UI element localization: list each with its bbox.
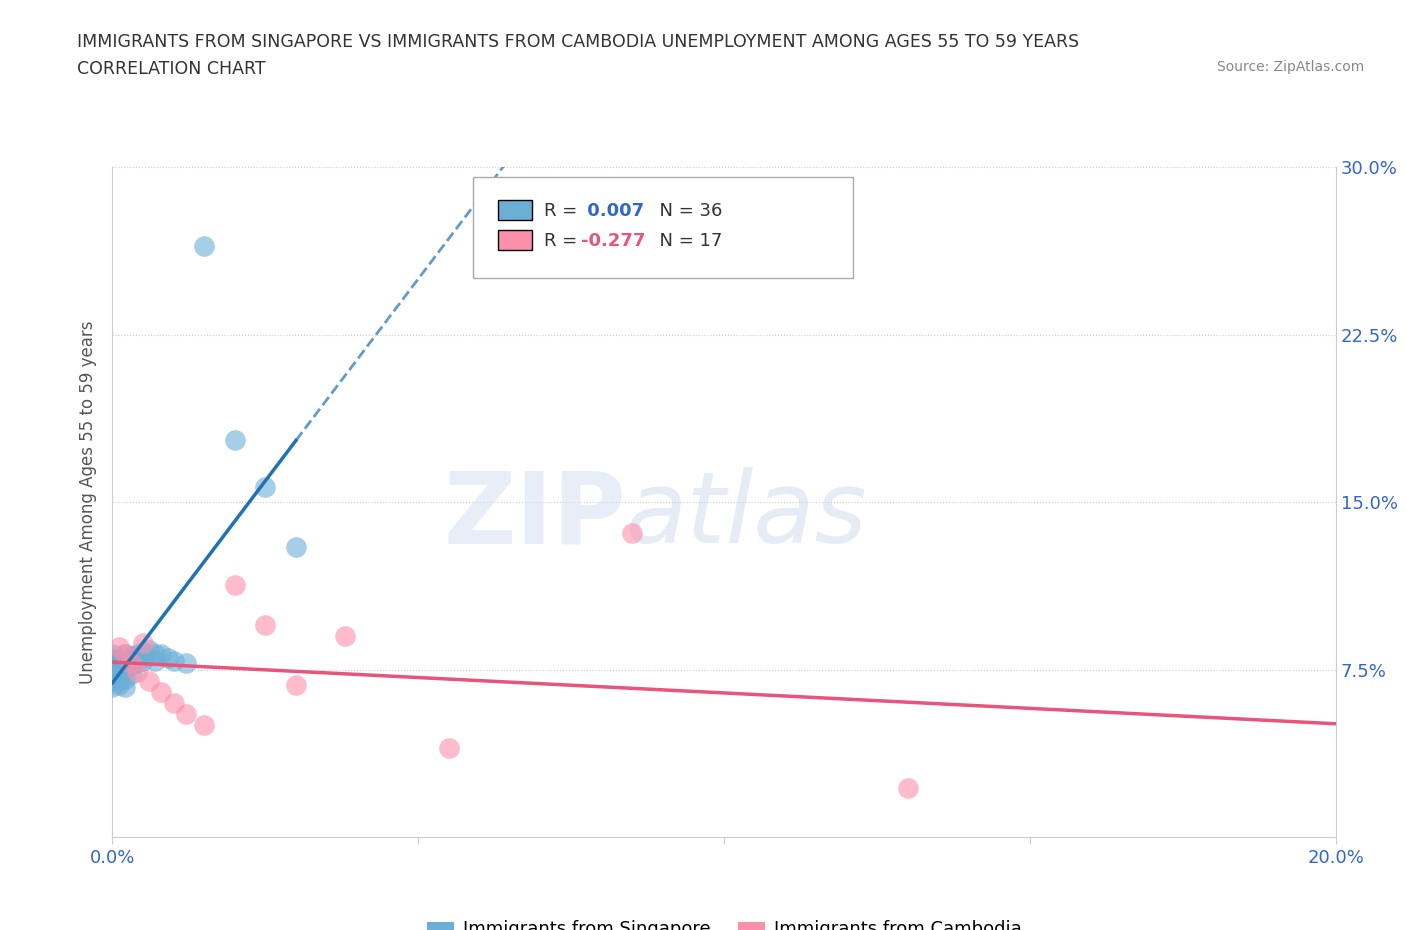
Point	[174, 656, 197, 671]
Text: 0.007: 0.007	[581, 202, 644, 219]
Point	[143, 646, 166, 661]
Point	[138, 642, 160, 657]
Point	[107, 669, 129, 684]
Text: R =: R =	[544, 202, 583, 219]
Point	[193, 238, 215, 253]
FancyBboxPatch shape	[498, 230, 531, 250]
Point	[107, 673, 129, 688]
Point	[114, 662, 136, 677]
Point	[224, 432, 246, 447]
Point	[120, 658, 142, 672]
FancyBboxPatch shape	[474, 178, 852, 278]
Point	[101, 673, 124, 688]
Point	[132, 644, 155, 659]
Point	[132, 653, 155, 668]
Point	[254, 479, 277, 494]
Point	[107, 640, 129, 655]
Point	[101, 667, 124, 682]
Point	[156, 651, 179, 666]
Point	[621, 526, 644, 541]
Point	[107, 660, 129, 675]
FancyBboxPatch shape	[498, 200, 531, 219]
Point	[125, 664, 148, 679]
Point	[284, 678, 308, 693]
Point	[125, 656, 148, 671]
Text: atlas: atlas	[626, 467, 868, 565]
Text: R =: R =	[544, 232, 583, 250]
Point	[125, 646, 148, 661]
Point	[163, 696, 186, 711]
Point	[120, 667, 142, 682]
Point	[101, 653, 124, 668]
Point	[193, 718, 215, 733]
Point	[897, 780, 920, 795]
Point	[163, 653, 186, 668]
Point	[333, 629, 356, 644]
Text: Source: ZipAtlas.com: Source: ZipAtlas.com	[1216, 60, 1364, 74]
Text: -0.277: -0.277	[581, 232, 645, 250]
Point	[107, 656, 129, 671]
Point	[114, 671, 136, 686]
Point	[114, 646, 136, 661]
Text: IMMIGRANTS FROM SINGAPORE VS IMMIGRANTS FROM CAMBODIA UNEMPLOYMENT AMONG AGES 55: IMMIGRANTS FROM SINGAPORE VS IMMIGRANTS …	[77, 33, 1080, 50]
Text: N = 17: N = 17	[648, 232, 723, 250]
Point	[284, 539, 308, 554]
Point	[132, 635, 155, 650]
Point	[174, 707, 197, 722]
Point	[254, 618, 277, 632]
Point	[101, 660, 124, 675]
Text: ZIP: ZIP	[443, 467, 626, 565]
Point	[101, 680, 124, 695]
Point	[143, 653, 166, 668]
Point	[107, 651, 129, 666]
Point	[120, 656, 142, 671]
Text: N = 36: N = 36	[648, 202, 723, 219]
Text: CORRELATION CHART: CORRELATION CHART	[77, 60, 266, 78]
Point	[114, 680, 136, 695]
Legend: Immigrants from Singapore, Immigrants from Cambodia: Immigrants from Singapore, Immigrants fr…	[419, 913, 1029, 930]
Point	[114, 646, 136, 661]
Y-axis label: Unemployment Among Ages 55 to 59 years: Unemployment Among Ages 55 to 59 years	[79, 321, 97, 684]
Point	[138, 673, 160, 688]
Point	[224, 578, 246, 592]
Point	[107, 664, 129, 679]
Point	[150, 684, 173, 699]
Point	[114, 653, 136, 668]
Point	[101, 646, 124, 661]
Point	[437, 740, 460, 755]
Point	[150, 646, 173, 661]
Point	[107, 678, 129, 693]
Point	[120, 649, 142, 664]
